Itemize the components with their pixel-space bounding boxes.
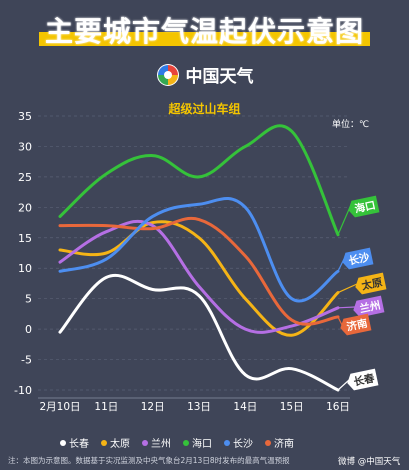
end-label-leader <box>337 283 358 294</box>
legend-item: 太原 <box>101 435 130 450</box>
legend-label: 长春 <box>69 439 89 450</box>
chart-subtitle: 超级过山车组 <box>168 102 241 116</box>
legend-item: 长春 <box>60 435 89 450</box>
legend-dot-icon <box>142 439 148 446</box>
y-tick-label: 20 <box>18 201 32 214</box>
end-label-长春: 长春 <box>347 368 379 391</box>
end-label-tag <box>348 195 380 218</box>
y-tick-label: -10 <box>14 384 32 397</box>
end-label-海口: 海口 <box>348 195 380 218</box>
end-label-tag <box>340 313 372 336</box>
x-tick-label: 16日 <box>326 401 350 413</box>
legend-item: 长沙 <box>224 435 253 450</box>
x-tick-label: 2月10日 <box>39 401 80 413</box>
x-tick-label: 11日 <box>94 401 118 413</box>
end-label-tag <box>342 247 374 270</box>
legend-dot-icon <box>60 439 66 446</box>
x-tick-label: 14日 <box>233 401 257 413</box>
end-label-tag <box>355 272 387 295</box>
brand-name: 中国天气 <box>185 67 254 87</box>
end-label-leader <box>337 306 356 309</box>
end-label-leader <box>337 316 343 326</box>
legend-label: 太原 <box>110 439 130 450</box>
page-title: 主要城市气温起伏示意图 <box>0 10 409 50</box>
end-label-text: 海口 <box>353 199 376 216</box>
x-tick-label: 15日 <box>280 401 304 413</box>
legend-dot-icon <box>183 439 189 446</box>
legend-dot-icon <box>265 439 271 446</box>
end-label-太原: 太原 <box>355 272 387 295</box>
watermark: 微博 @中国天气 <box>338 457 401 467</box>
y-tick-label: -5 <box>21 354 32 367</box>
end-label-长沙: 长沙 <box>342 247 374 270</box>
y-tick-label: 10 <box>18 262 32 275</box>
end-label-tag <box>347 368 379 391</box>
unit-label: 单位：℃ <box>332 120 370 130</box>
y-tick-label: 5 <box>25 293 32 306</box>
legend: 长春 太原 兰州 海口 长沙 济南 <box>60 435 294 450</box>
legend-item: 济南 <box>265 435 294 450</box>
x-tick-label: 13日 <box>187 401 211 413</box>
y-tick-label: 0 <box>25 323 32 336</box>
brand-logo-icon <box>156 63 179 86</box>
title-text: 主要城市气温起伏示意图 <box>38 10 370 50</box>
end-label-兰州: 兰州 <box>353 295 385 318</box>
end-label-leader <box>337 206 351 235</box>
end-label-text: 济南 <box>345 316 369 333</box>
legend-label: 济南 <box>274 439 294 450</box>
legend-label: 长沙 <box>233 439 253 450</box>
legend-item: 兰州 <box>142 435 171 450</box>
legend-label: 兰州 <box>151 439 171 450</box>
end-label-text: 太原 <box>359 275 384 292</box>
legend-dot-icon <box>224 439 230 446</box>
end-label-text: 长春 <box>352 371 376 388</box>
end-label-tag <box>353 295 385 318</box>
end-label-济南: 济南 <box>340 313 372 336</box>
brand: 中国天气 <box>0 62 409 87</box>
legend-item: 海口 <box>183 435 212 450</box>
y-tick-label: 30 <box>18 140 32 153</box>
footnote: 注：本图为示意图。数据基于实况监测及中央气象台2月13日8时发布的最高气温预报 <box>8 456 290 465</box>
legend-label: 海口 <box>192 439 212 450</box>
legend-dot-icon <box>101 439 107 446</box>
y-tick-label: 15 <box>18 232 32 245</box>
x-tick-label: 12日 <box>141 401 165 413</box>
y-tick-label: 35 <box>18 110 32 123</box>
end-label-leader <box>337 379 350 391</box>
end-label-text: 长沙 <box>347 250 371 267</box>
end-label-text: 兰州 <box>358 299 381 316</box>
y-tick-label: 25 <box>18 171 32 184</box>
